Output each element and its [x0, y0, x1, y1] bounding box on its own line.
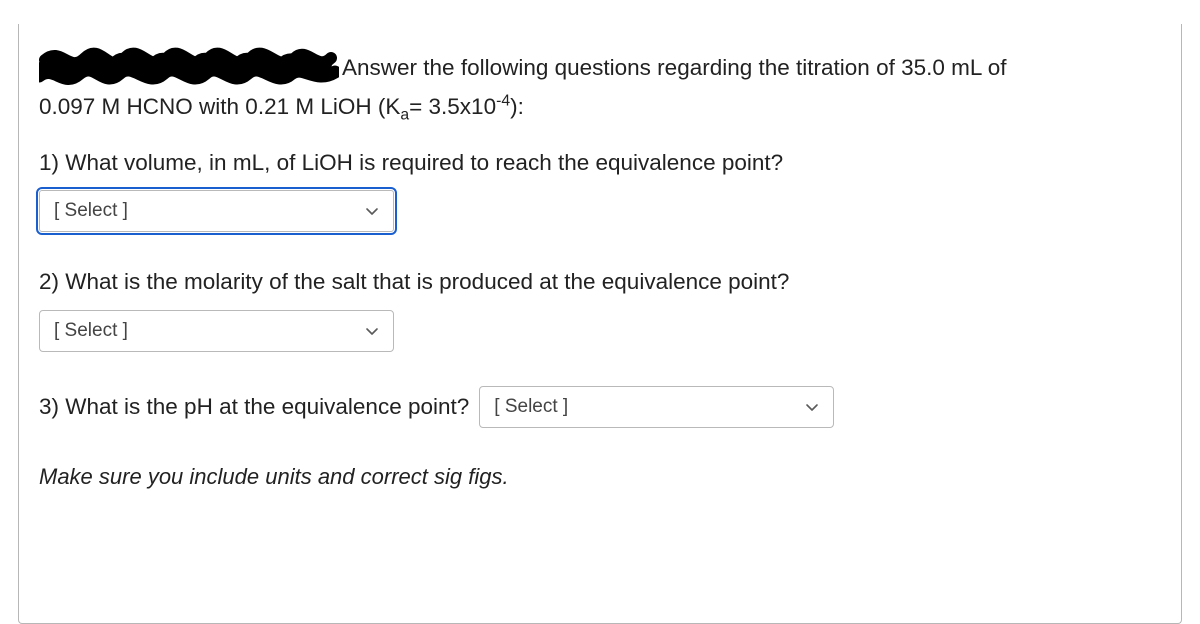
question-1-block: 1) What volume, in mL, of LiOH is requir… — [39, 147, 1161, 233]
question-1-select[interactable]: [ Select ] — [39, 190, 394, 232]
question-card: Answer the following questions regarding… — [18, 24, 1182, 624]
question-2-select[interactable]: [ Select ] — [39, 310, 394, 352]
question-2-block: 2) What is the molarity of the salt that… — [39, 266, 1161, 352]
intro-line2-prefix: 0.097 M HCNO with 0.21 M LiOH (K — [39, 94, 400, 119]
chevron-down-icon — [805, 400, 819, 414]
page-root: Answer the following questions regarding… — [0, 0, 1200, 624]
intro-line2-mid: = 3.5x10 — [409, 94, 496, 119]
intro-ka-sub: a — [400, 107, 409, 124]
question-2-select-label: [ Select ] — [54, 320, 128, 342]
question-1-text: 1) What volume, in mL, of LiOH is requir… — [39, 147, 1161, 179]
chevron-down-icon — [365, 204, 379, 218]
question-3-text: 3) What is the pH at the equivalence poi… — [39, 391, 469, 423]
question-3-block: 3) What is the pH at the equivalence poi… — [39, 386, 1161, 428]
intro-line2-suffix: ): — [510, 94, 524, 119]
question-1-select-label: [ Select ] — [54, 200, 128, 222]
footnote-text: Make sure you include units and correct … — [39, 464, 1161, 490]
question-3-select[interactable]: [ Select ] — [479, 386, 834, 428]
redaction-scribble — [39, 44, 339, 86]
question-3-select-label: [ Select ] — [494, 396, 568, 418]
intro-exp-sup: -4 — [496, 93, 510, 110]
intro-text: Answer the following questions regarding… — [39, 48, 1161, 125]
intro-line2: 0.097 M HCNO with 0.21 M LiOH (Ka= 3.5x1… — [39, 90, 1161, 125]
chevron-down-icon — [365, 324, 379, 338]
question-2-text: 2) What is the molarity of the salt that… — [39, 266, 1161, 298]
intro-line1: Answer the following questions regarding… — [337, 55, 1007, 80]
